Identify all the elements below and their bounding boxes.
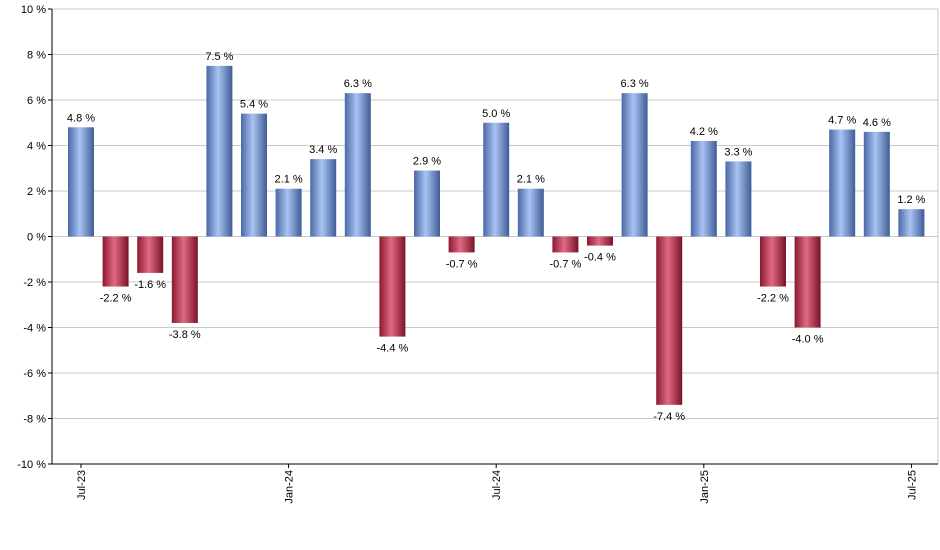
bar-jan-25 <box>690 140 717 237</box>
bar-mar-24 <box>344 93 371 237</box>
y-tick-label: 6 % <box>27 95 46 107</box>
bar-value-label: -3.8 % <box>169 329 201 341</box>
bar-value-label: 3.3 % <box>724 146 752 158</box>
bar-value-label: 7.5 % <box>205 51 233 63</box>
bar-value-label: -0.7 % <box>446 258 478 270</box>
bar-value-label: -0.4 % <box>584 252 616 264</box>
y-tick-label: 10 % <box>21 4 46 16</box>
bar-apr-24 <box>379 236 406 337</box>
bar-jul-24 <box>483 122 510 237</box>
y-tick-label: -10 % <box>17 459 46 471</box>
bar-mar-25 <box>760 236 786 287</box>
bar-value-label: -2.2 % <box>100 293 132 305</box>
bar-value-label: -1.6 % <box>134 279 166 291</box>
y-tick-label: -2 % <box>23 277 46 289</box>
x-tick-label: Jan-24 <box>284 470 296 504</box>
bar-value-label: 4.8 % <box>67 112 95 124</box>
bar-apr-25 <box>794 236 821 328</box>
y-tick-label: -8 % <box>23 414 46 426</box>
bar-value-label: 3.4 % <box>309 144 337 156</box>
bar-value-label: -0.7 % <box>550 258 582 270</box>
bar-value-label: 1.2 % <box>897 194 925 206</box>
bar-value-label: -2.2 % <box>757 293 789 305</box>
y-tick-label: 8 % <box>27 50 46 62</box>
bar-jul-23 <box>68 127 94 237</box>
bar-jan-24 <box>275 188 302 237</box>
bar-value-labels: 4.8 %-2.2 %-1.6 %-3.8 %7.5 %5.4 %2.1 %3.… <box>67 51 926 423</box>
y-tick-label: 2 % <box>27 186 46 198</box>
bar-oct-23 <box>171 236 198 323</box>
x-tick-label: Jan-25 <box>699 470 711 504</box>
bar-jun-24 <box>448 236 475 253</box>
bar-feb-24 <box>310 159 337 237</box>
bar-value-label: 5.4 % <box>240 99 268 111</box>
bar-value-label: 4.7 % <box>828 115 856 127</box>
bar-sep-23 <box>137 236 164 273</box>
bar-aug-24 <box>517 188 544 237</box>
bar-value-label: 6.3 % <box>621 78 649 90</box>
bar-nov-24 <box>621 93 648 237</box>
bar-dec-24 <box>656 236 683 405</box>
y-tick-label: -6 % <box>23 368 46 380</box>
bar-value-label: 6.3 % <box>344 78 372 90</box>
x-tick-label: Jul-25 <box>906 470 918 500</box>
x-tick-label: Jul-24 <box>491 470 503 500</box>
x-axis: Jul-23 Jan-24 Jul-24 Jan-25 Jul-25 <box>52 463 938 504</box>
x-tick-label: Jul-23 <box>76 470 88 500</box>
bar-aug-23 <box>102 236 129 287</box>
y-tick-label: -4 % <box>23 323 46 335</box>
bar-value-label: 4.2 % <box>690 126 718 138</box>
bar-value-label: -4.4 % <box>377 343 409 355</box>
bar-sep-24 <box>552 236 579 253</box>
bar-value-label: 2.9 % <box>413 156 441 168</box>
y-tick-label: 0 % <box>27 232 46 244</box>
bar-value-label: 2.1 % <box>275 174 303 186</box>
y-tick-label: 4 % <box>27 141 46 153</box>
bar-oct-24 <box>587 236 613 246</box>
bar-value-label: 2.1 % <box>517 174 545 186</box>
bar-jun-25 <box>863 131 890 237</box>
bar-feb-25 <box>725 161 752 237</box>
bar-may-24 <box>414 170 440 237</box>
bar-may-25 <box>829 129 856 237</box>
bar-value-label: 4.6 % <box>863 117 891 129</box>
bar-jul-25 <box>898 209 925 237</box>
bar-nov-23 <box>206 65 233 237</box>
bar-value-label: 5.0 % <box>482 108 510 120</box>
y-axis: 10 % 8 % 6 % 4 % 2 % 0 % -2 % -4 % -6 % -8 % -10 % <box>17 4 53 471</box>
bar-dec-23 <box>241 113 267 237</box>
bar-value-label: -7.4 % <box>653 411 685 423</box>
bars <box>68 65 925 405</box>
bar-value-label: -4.0 % <box>792 334 824 346</box>
